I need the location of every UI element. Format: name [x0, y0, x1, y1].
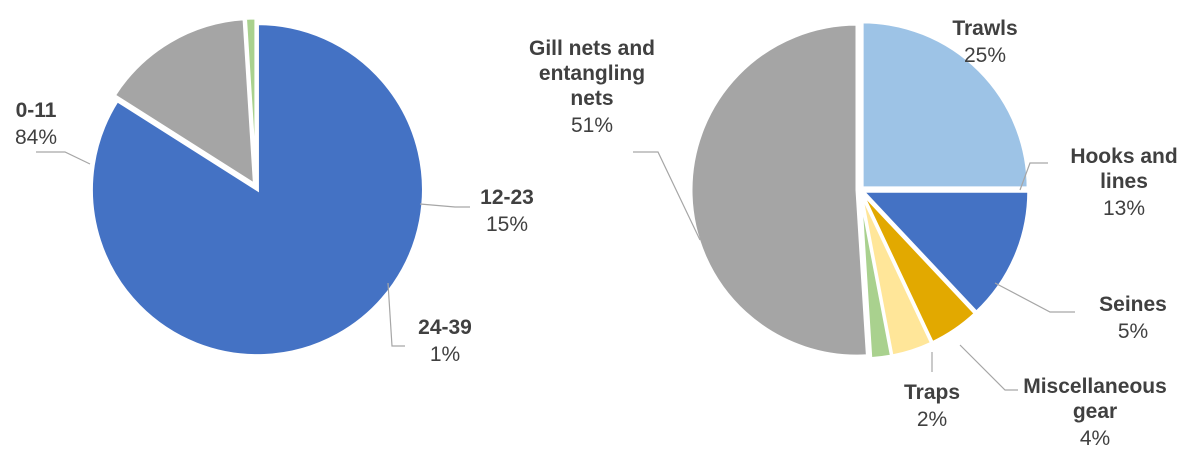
pie-slice-12-23	[112, 17, 257, 188]
age-pie-chart: 0-11 84% 12-23 15% 24-39 1%	[15, 16, 534, 366]
slice-value-hooks-and-lines: 13%	[1103, 197, 1145, 220]
leader-line-gill-nets-and-entangling-nets	[633, 151, 701, 241]
slice-value-traps: 2%	[917, 408, 947, 431]
slice-label-0-11: 0-11	[16, 99, 57, 122]
pie-slice-traps	[858, 192, 894, 361]
slice-label-trawls: Trawls	[952, 17, 1017, 40]
leader-line-seines	[994, 282, 1075, 313]
slice-value-24-39: 1%	[430, 343, 460, 366]
slice-value-trawls: 25%	[964, 44, 1006, 67]
pie-slice-trawls	[860, 20, 1030, 190]
slice-label-seines: Seines	[1099, 293, 1167, 316]
slice-label-12-23: 12-23	[480, 186, 534, 209]
slice-value-miscellaneous-gear: 4%	[1080, 427, 1110, 450]
pie-slice-gill-nets-and-entangling-nets	[689, 22, 870, 358]
pie-slice-hooks-and-lines	[859, 189, 1031, 315]
pie-slice-24-39	[243, 16, 258, 185]
slice-label-traps: Traps	[904, 381, 960, 404]
slice-value-seines: 5%	[1118, 320, 1148, 343]
pie-slice-0-11	[89, 22, 425, 358]
leader-line-hooks-and-lines	[1019, 162, 1048, 191]
slice-value-12-23: 15%	[486, 213, 528, 236]
leader-line-miscellaneous-gear	[959, 344, 1018, 391]
slice-label-miscellaneous-gear: Miscellaneous gear	[1023, 375, 1167, 423]
leader-line-12-23	[419, 203, 470, 208]
slice-label-gill-nets-and-entangling-nets: Gill nets and entangling nets	[529, 37, 655, 110]
slice-value-gill-nets-and-entangling-nets: 51%	[571, 114, 613, 137]
slice-label-hooks-and-lines: Hooks and lines	[1070, 145, 1177, 193]
leader-line-24-39	[387, 282, 405, 347]
slice-value-0-11: 84%	[15, 126, 57, 149]
gear-pie-chart: Trawls 25% Hooks and lines 13% Seines 5% Miscel…	[529, 17, 1178, 450]
leader-line-0-11	[36, 151, 91, 165]
slice-label-24-39: 24-39	[418, 316, 472, 339]
